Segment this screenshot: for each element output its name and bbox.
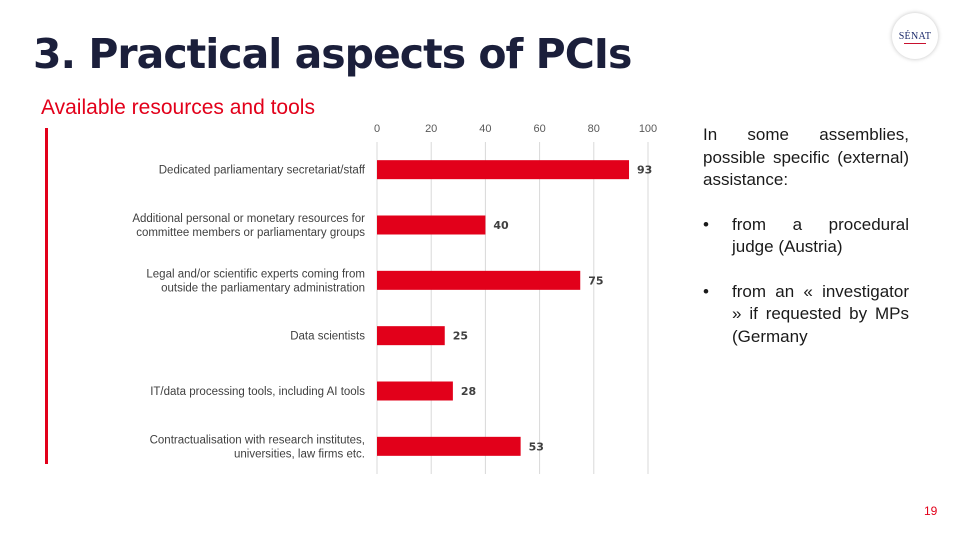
notes-panel: In some assemblies, possible specific (e… [703, 124, 909, 370]
category-label: Data scientists [290, 331, 365, 343]
data-label: 25 [453, 330, 468, 343]
category-label: Contractualisation with research institu… [150, 434, 365, 446]
category-label: outside the parliamentary administration [161, 282, 365, 294]
bar [377, 215, 486, 235]
category-label: universities, law firms etc. [234, 448, 365, 460]
gridlines [376, 142, 649, 474]
bar [377, 326, 445, 346]
x-tick-label: 0 [374, 123, 380, 135]
notes-bullet: • from an « investigator » if requested … [703, 281, 909, 349]
senat-logo-text: SÉNAT [898, 30, 932, 42]
bullet-marker: • [703, 214, 709, 234]
category-label: IT/data processing tools, including AI t… [150, 386, 365, 398]
bar [377, 436, 521, 456]
category-labels: Dedicated parliamentary secretariat/staf… [132, 165, 365, 461]
data-label: 53 [529, 440, 544, 453]
slide-subtitle: Available resources and tools [41, 96, 315, 119]
x-tick-label: 100 [639, 123, 657, 135]
bar [377, 160, 630, 180]
bar [377, 381, 453, 401]
senat-logo: SÉNAT [892, 13, 938, 59]
data-labels: 93 40 75 25 28 53 [453, 164, 653, 454]
x-tick-label: 40 [479, 123, 491, 135]
bars [377, 160, 630, 456]
data-label: 28 [461, 385, 476, 398]
category-label: Legal and/or scientific experts coming f… [146, 268, 365, 280]
x-axis-ticks: 0 20 40 60 80 100 [374, 123, 657, 135]
data-label: 93 [637, 164, 652, 177]
data-label: 75 [588, 274, 603, 287]
accent-bar [45, 128, 48, 464]
x-tick-label: 20 [425, 123, 437, 135]
bar [377, 270, 581, 290]
bullet-text: from a procedural judge (Austria) [732, 214, 909, 257]
x-tick-label: 80 [588, 123, 600, 135]
notes-bullet: • from a procedural judge (Austria) [703, 214, 909, 259]
notes-intro: In some assemblies, possible specific (e… [703, 125, 909, 189]
page-number: 19 [924, 504, 938, 518]
bullet-text: from an « investigator » if requested by… [732, 281, 909, 346]
data-label: 40 [493, 219, 509, 232]
x-tick-label: 60 [533, 123, 545, 135]
category-label: Dedicated parliamentary secretariat/staf… [159, 165, 366, 177]
category-label: committee members or parliamentary group… [136, 227, 365, 239]
category-label: Additional personal or monetary resource… [132, 213, 365, 225]
slide-title: 3. Practical aspects of PCIs [33, 30, 632, 78]
bullet-marker: • [703, 281, 709, 301]
senat-logo-rule [904, 43, 926, 44]
